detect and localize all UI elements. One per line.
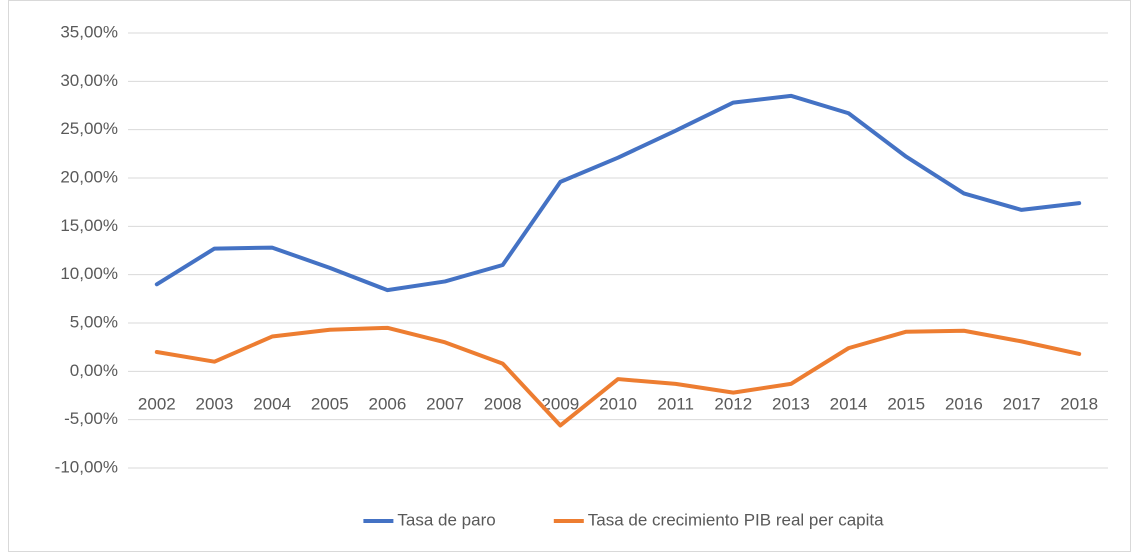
legend-label: Tasa de crecimiento PIB real per capita — [588, 510, 884, 529]
y-tick-label: 10,00% — [60, 264, 118, 283]
x-tick-label: 2003 — [196, 394, 234, 413]
x-tick-label: 2008 — [484, 394, 522, 413]
x-tick-label: 2017 — [1003, 394, 1041, 413]
x-tick-label: 2009 — [541, 394, 579, 413]
y-tick-label: 15,00% — [60, 216, 118, 235]
x-tick-label: 2010 — [599, 394, 637, 413]
y-tick-label: 5,00% — [70, 312, 118, 331]
y-tick-label: 20,00% — [60, 167, 118, 186]
series-line — [154, 325, 1082, 428]
y-tick-label: -5,00% — [64, 409, 118, 428]
y-tick-label: 35,00% — [60, 22, 118, 41]
x-tick-label: 2004 — [253, 394, 291, 413]
x-tick-label: 2007 — [426, 394, 464, 413]
x-tick-label: 2014 — [830, 394, 868, 413]
y-tick-label: 30,00% — [60, 71, 118, 90]
x-tick-label: 2018 — [1060, 394, 1098, 413]
chart-border — [8, 0, 1131, 552]
y-tick-label: -10,00% — [55, 457, 118, 476]
x-tick-label: 2013 — [772, 394, 810, 413]
x-tick-label: 2006 — [368, 394, 406, 413]
series-line — [154, 93, 1082, 293]
y-tick-label: 25,00% — [60, 119, 118, 138]
y-tick-label: 0,00% — [70, 361, 118, 380]
x-tick-label: 2005 — [311, 394, 349, 413]
x-tick-label: 2012 — [714, 394, 752, 413]
x-tick-label: 2016 — [945, 394, 983, 413]
x-tick-label: 2002 — [138, 394, 176, 413]
x-tick-label: 2011 — [657, 394, 694, 413]
x-tick-label: 2015 — [887, 394, 925, 413]
legend-label: Tasa de paro — [397, 510, 495, 529]
